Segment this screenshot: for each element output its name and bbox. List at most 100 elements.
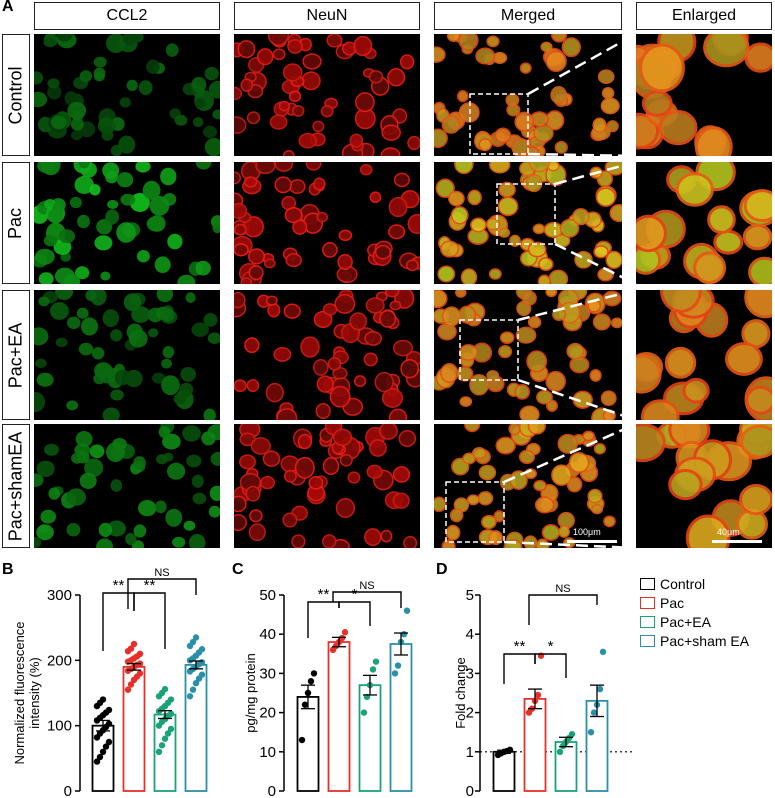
cell-blob — [248, 265, 264, 281]
micrograph-pac-ea-ccl2 — [34, 290, 220, 420]
cell-blob — [34, 327, 49, 346]
cell-blob — [126, 79, 138, 91]
data-point — [192, 634, 200, 641]
cell-blob — [693, 251, 727, 284]
cell-blob — [48, 487, 61, 500]
cell-blob — [78, 162, 90, 169]
cell-blob — [365, 297, 385, 314]
cell-blob — [593, 443, 607, 455]
data-point — [127, 681, 135, 688]
cell-blob — [525, 173, 543, 193]
cell-blob — [374, 244, 392, 260]
cell-blob — [532, 223, 546, 235]
cell-blob — [97, 117, 116, 134]
cell-blob — [81, 317, 98, 336]
cell-blob — [265, 295, 278, 306]
y-tick-label: 50 — [259, 587, 276, 604]
cell-blob — [38, 272, 54, 284]
cell-blob — [154, 256, 171, 273]
cell-blob — [126, 323, 143, 341]
significance-label: NS — [555, 583, 570, 595]
cell-blob — [156, 454, 168, 465]
cell-blob — [545, 50, 567, 73]
y-tick-label: 4 — [466, 626, 474, 643]
row-label-control: Control — [2, 34, 30, 156]
significance-bracket — [534, 653, 567, 678]
cell-blob — [740, 424, 772, 459]
cell-blob — [244, 337, 260, 354]
cell-blob — [312, 120, 325, 133]
cell-blob — [550, 86, 568, 104]
cell-blob — [364, 330, 383, 346]
cell-blob — [316, 211, 329, 223]
cell-blob — [260, 475, 276, 490]
data-point — [341, 629, 349, 636]
cell-blob — [44, 443, 59, 456]
cell-blob — [587, 299, 602, 313]
scalebar-merged — [567, 540, 617, 543]
cell-blob — [274, 176, 292, 194]
y-axis-label: Fold change — [455, 657, 468, 729]
cell-blob — [388, 408, 408, 420]
significance-bracket — [528, 594, 598, 625]
cell-blob — [605, 250, 622, 270]
cell-blob — [353, 35, 373, 57]
legend-swatch — [640, 634, 655, 647]
cell-blob — [75, 266, 90, 280]
cell-blob — [494, 127, 512, 144]
data-point — [301, 701, 309, 708]
cell-blob — [70, 130, 83, 141]
cell-blob — [273, 346, 292, 362]
cell-blob — [305, 162, 322, 171]
data-point — [167, 710, 175, 718]
cell-blob — [384, 290, 400, 298]
cell-blob — [456, 90, 469, 103]
cell-blob — [392, 339, 414, 357]
cell-blob — [55, 290, 74, 300]
cell-blob — [102, 309, 120, 327]
cell-blob — [450, 206, 469, 225]
cell-blob — [93, 373, 106, 385]
cell-blob — [548, 269, 569, 284]
cell-blob — [313, 177, 326, 191]
data-point — [394, 662, 402, 669]
data-point — [158, 742, 166, 749]
cell-blob — [514, 384, 531, 400]
cell-blob — [182, 425, 201, 442]
legend-item-pac: Pac — [640, 593, 749, 612]
cell-blob — [557, 433, 579, 454]
cell-blob — [435, 178, 455, 199]
cell-blob — [434, 128, 448, 149]
panel-label-c: C — [232, 561, 244, 578]
cell-blob — [403, 536, 418, 548]
cell-blob — [148, 328, 159, 338]
cell-blob — [743, 189, 772, 223]
significance-bracket — [127, 578, 197, 609]
micrograph-pac-shamea-neun — [234, 424, 420, 548]
cell-blob — [636, 354, 662, 394]
significance-label: ** — [113, 577, 125, 594]
cell-blob — [107, 520, 126, 537]
column-header-merged: Merged — [434, 2, 622, 30]
data-point — [167, 696, 175, 703]
cell-blob — [602, 290, 622, 307]
cell-blob — [149, 215, 166, 232]
cell-blob — [38, 524, 49, 534]
data-point — [155, 748, 163, 755]
cell-blob — [378, 424, 398, 440]
cell-blob — [79, 472, 97, 489]
cell-blob — [36, 372, 54, 387]
significance-label: * — [548, 638, 554, 655]
cell-blob — [597, 267, 614, 282]
cell-blob — [156, 290, 174, 303]
cell-blob — [119, 97, 131, 108]
cell-blob — [440, 240, 460, 258]
cell-blob — [203, 313, 218, 327]
micrograph-control-enlarged — [636, 34, 772, 156]
cell-blob — [392, 466, 411, 483]
legend-label: Pac+sham EA — [660, 632, 750, 649]
scalebar-label-merged: 100μm — [573, 527, 601, 537]
cell-blob — [399, 54, 415, 70]
cell-blob — [458, 344, 478, 361]
